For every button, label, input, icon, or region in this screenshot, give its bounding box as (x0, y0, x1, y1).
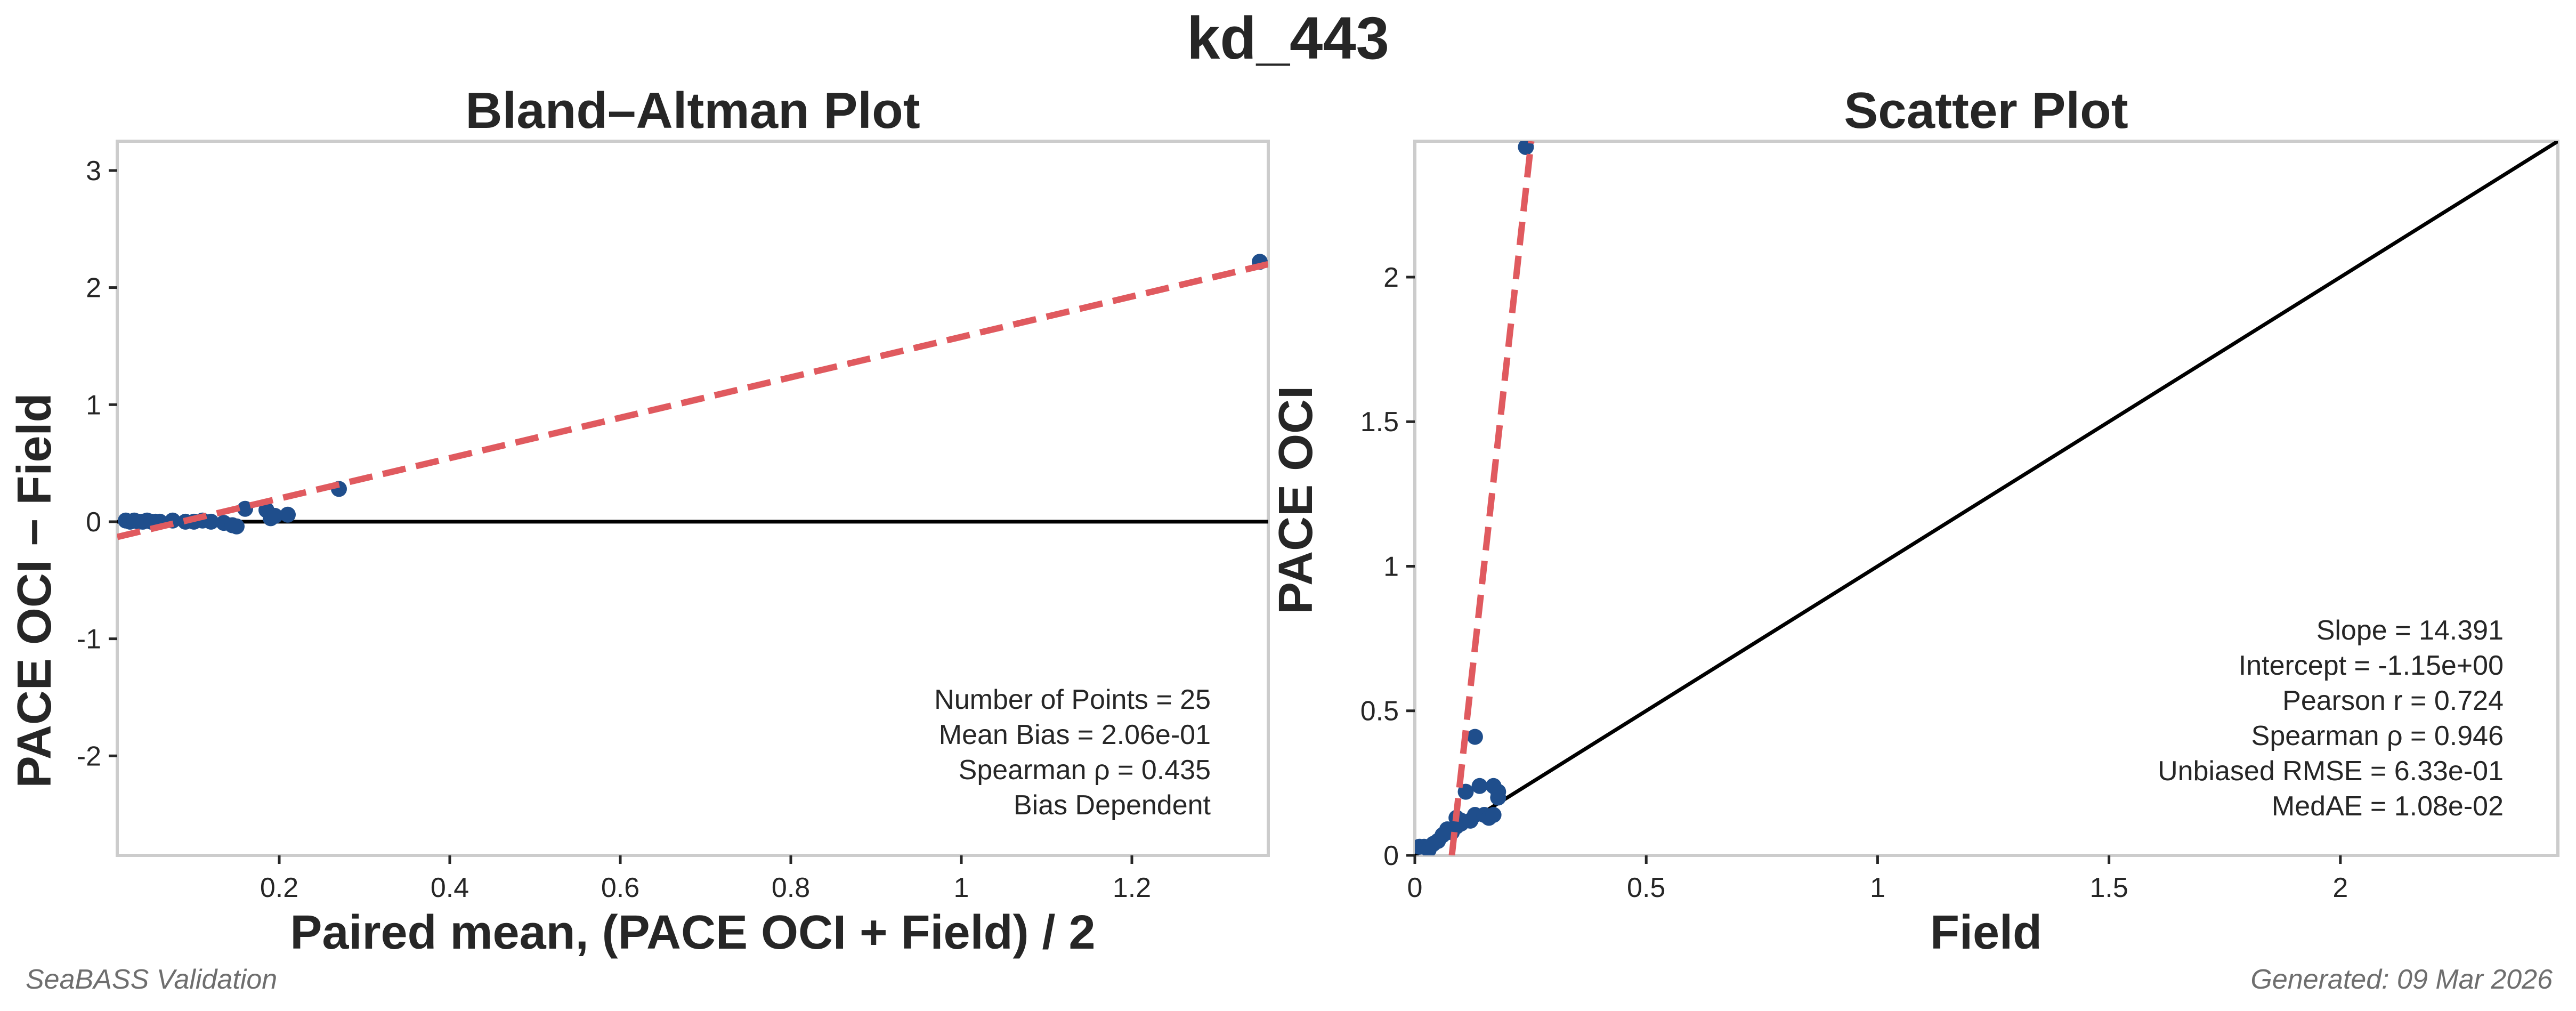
bland-altman-panel: Bland–Altman Plot Paired mean, (PACE OCI… (8, 82, 1270, 959)
scatter-axes-frame (1413, 140, 2559, 857)
scatter-stat-line: Intercept = -1.15e+00 (2239, 650, 2504, 681)
scatter-xtick-label: 0 (1407, 872, 1423, 903)
bland-altman-stat-line: Bias Dependent (1014, 790, 1211, 821)
scatter-xtick-label: 1.5 (2089, 872, 2128, 903)
bland-altman-ytick-label: -1 (77, 624, 101, 655)
bland-altman-regression-line (117, 261, 1268, 540)
scatter-ytick-label: 0 (1383, 840, 1399, 871)
bland-altman-stats: Number of Points = 25 Mean Bias = 2.06e-0… (934, 684, 1211, 821)
bland-altman-stat-line: Number of Points = 25 (934, 684, 1211, 715)
bland-altman-stat-line: Mean Bias = 2.06e-01 (939, 719, 1211, 750)
bland-altman-xtick-label: 0.2 (260, 872, 298, 903)
scatter-stat-line: Spearman ρ = 0.946 (2251, 721, 2504, 751)
scatter-ytick-label: 2 (1383, 262, 1399, 293)
scatter-stats: Slope = 14.391 Intercept = -1.15e+00 Pears… (2158, 615, 2504, 822)
bland-altman-ylabel: PACE OCI − Field (8, 393, 61, 788)
bland-altman-ytick-label: 0 (86, 507, 101, 538)
scatter-point (1471, 778, 1488, 794)
bland-altman-point (237, 500, 253, 517)
bland-altman-xtick-label: 0.8 (772, 872, 810, 903)
bland-altman-title: Bland–Altman Plot (465, 82, 920, 139)
scatter-stat-line: Slope = 14.391 (2316, 615, 2504, 646)
bland-altman-point (267, 507, 283, 524)
scatter-stat-line: Unbiased RMSE = 6.33e-01 (2158, 756, 2504, 787)
bland-altman-xlabel: Paired mean, (PACE OCI + Field) / 2 (290, 906, 1095, 959)
scatter-ytick-label: 0.5 (1360, 696, 1399, 727)
scatter-stat-line: Pearson r = 0.724 (2282, 685, 2504, 716)
scatter-plot-area: 0 0.5 1 1.5 2 0 0.5 1 1.5 2 (1360, 140, 2559, 903)
figure-title: kd_443 (1187, 5, 1389, 71)
bland-altman-point (203, 513, 219, 530)
bland-altman-plot-area: 0.2 0.4 0.6 0.8 1 1.2 -2 -1 0 1 2 3 (77, 140, 1270, 903)
bland-altman-xtick-label: 1.2 (1113, 872, 1151, 903)
scatter-point (1518, 141, 1534, 155)
bland-altman-axes-frame (116, 140, 1270, 857)
scatter-regression-line (1448, 141, 1535, 855)
scatter-xtick-label: 2 (2332, 872, 2348, 903)
footer-source: SeaBASS Validation (26, 964, 277, 995)
scatter-ylabel: PACE OCI (1269, 386, 1323, 614)
scatter-one-to-one-line (1415, 141, 2558, 855)
bland-altman-ytick-label: 1 (86, 390, 101, 420)
scatter-title: Scatter Plot (1844, 82, 2128, 139)
scatter-xlabel: Field (1930, 906, 2042, 959)
bland-altman-xtick-label: 0.4 (431, 872, 469, 903)
scatter-panel: Scatter Plot Field PACE OCI 0 0.5 1 1.5 2 0 0.… (1269, 82, 2559, 959)
bland-altman-ytick-label: -2 (77, 741, 101, 772)
scatter-stat-line: MedAE = 1.08e-02 (2272, 791, 2504, 822)
bland-altman-ytick-label: 3 (86, 156, 101, 187)
scatter-point (1467, 729, 1483, 745)
bland-altman-ytick-label: 2 (86, 273, 101, 304)
bland-altman-stat-line: Spearman ρ = 0.435 (959, 755, 1211, 786)
scatter-xtick-label: 0.5 (1627, 872, 1665, 903)
footer-generated: Generated: 09 Mar 2026 (2250, 964, 2553, 995)
scatter-xtick-label: 1 (1870, 872, 1885, 903)
bland-altman-point (280, 506, 296, 523)
scatter-ytick-label: 1 (1383, 551, 1399, 582)
bland-altman-xtick-label: 1 (954, 872, 969, 903)
scatter-ytick-label: 1.5 (1360, 407, 1399, 438)
bland-altman-point (229, 518, 245, 535)
scatter-point (1485, 807, 1502, 823)
bland-altman-xtick-label: 0.6 (601, 872, 639, 903)
scatter-point (1490, 783, 1506, 800)
